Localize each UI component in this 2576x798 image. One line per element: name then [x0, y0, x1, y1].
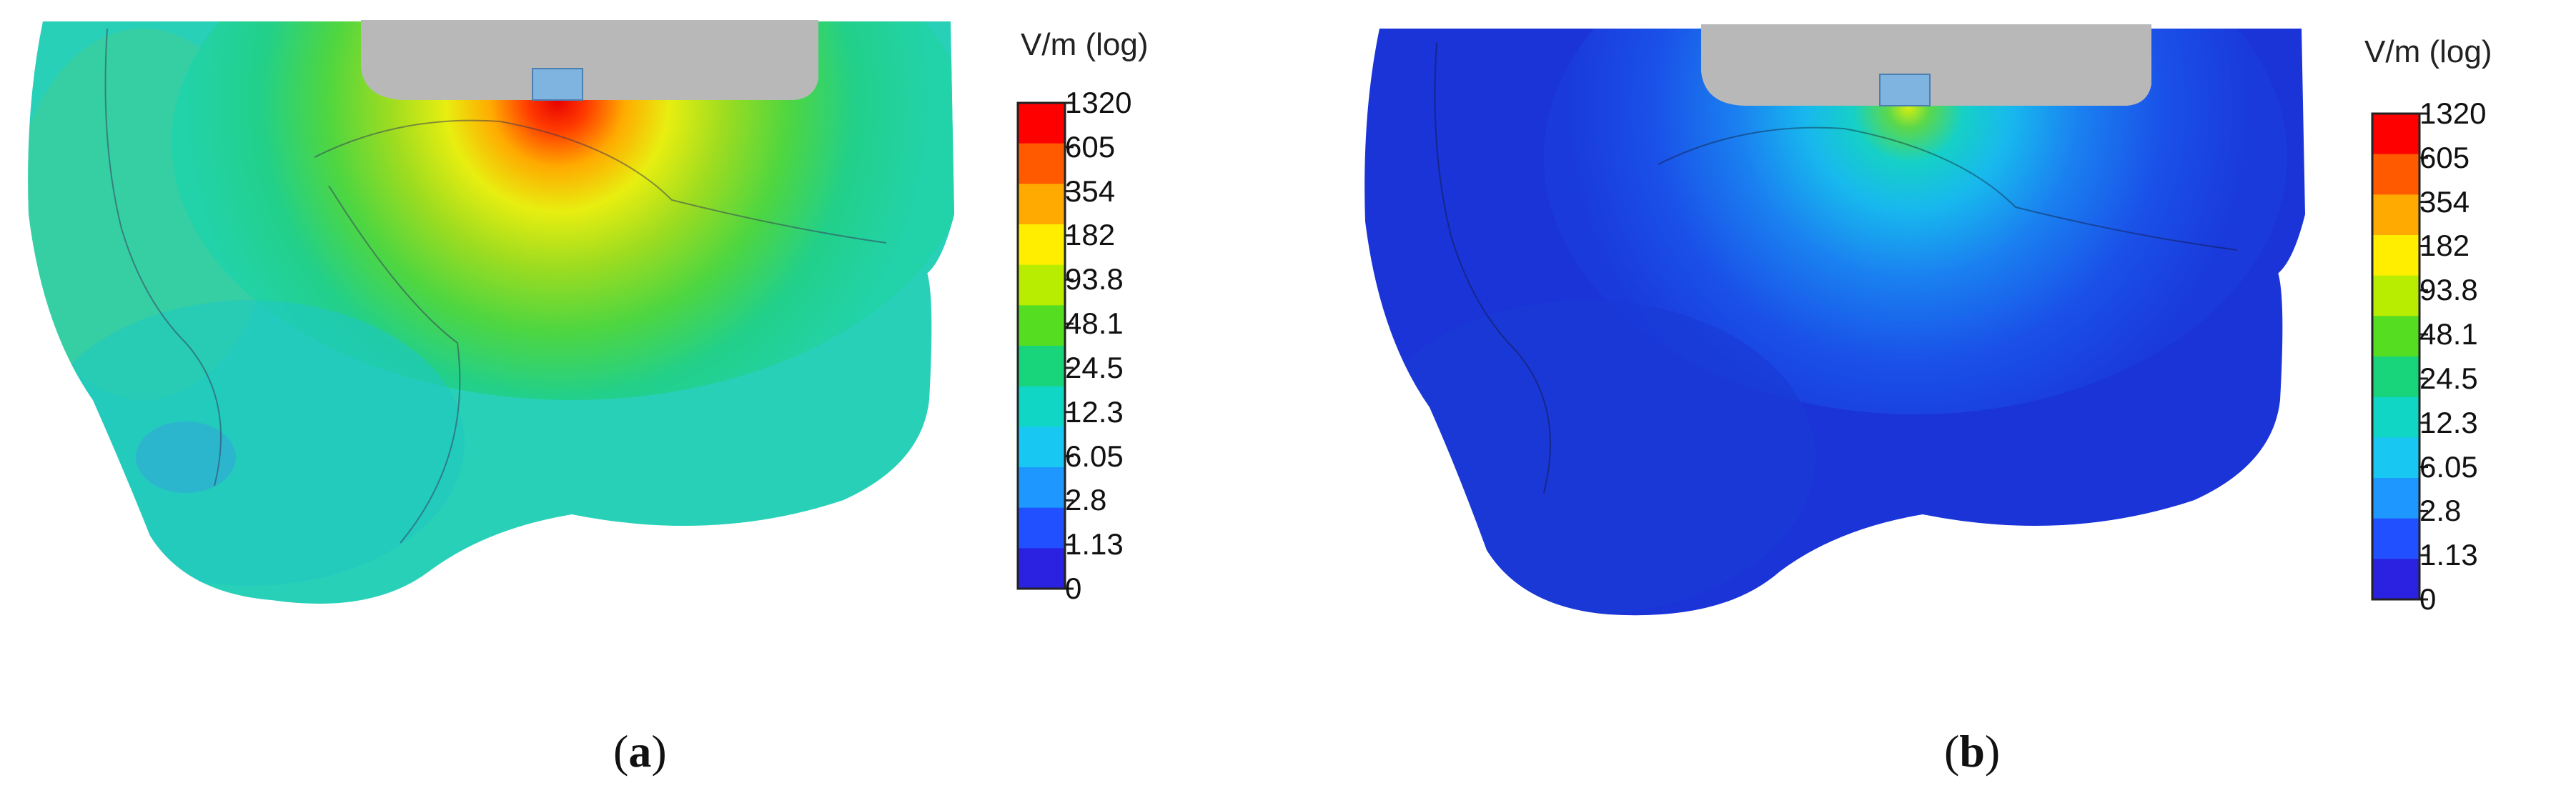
colorbar-segment: [1018, 427, 1065, 468]
caption-b: (b): [1944, 726, 2001, 777]
colorbar-segment: [2372, 518, 2419, 559]
colorbar-tick-label: 48.1: [2419, 317, 2478, 351]
legend-title-b: V/m (log): [2364, 34, 2492, 69]
colorbar-a: [1016, 101, 1074, 590]
colorbar-tick-label: 93.8: [1065, 262, 1124, 296]
colorbar-segment: [1018, 264, 1065, 306]
colorbar-segment: [2372, 154, 2419, 195]
panel-b: V/m (log) 1320 605 354 182 93.8 48.1 24.5 12.3 6…: [1287, 0, 2576, 798]
colorbar-segment: [2372, 194, 2419, 236]
colorbar-tick-label: 2.8: [1065, 483, 1107, 517]
colorbar-b: [2371, 112, 2428, 601]
electrode-contact-b: [1879, 74, 1931, 106]
panel-a: V/m (log) 1320 605 354 182 93.8 48.1 24.5 12.3 6…: [0, 0, 1287, 798]
colorbar-segment: [2372, 437, 2419, 479]
colorbar-segment: [2372, 478, 2419, 519]
colorbar-tick-label: 48.1: [1065, 306, 1124, 341]
colorbar-segment: [1018, 548, 1065, 589]
colorbar-segment: [1018, 346, 1065, 387]
electrode-contact-a: [532, 68, 583, 101]
colorbar-tick-label: 24.5: [1065, 350, 1124, 384]
colorbar-tick-label: 0: [2419, 582, 2437, 616]
colorbar-tick-label: 12.3: [2419, 405, 2478, 439]
colorbar-segment: [2372, 235, 2419, 276]
colorbar-tick-label: 1.13: [1065, 527, 1124, 562]
colorbar-segment: [2372, 356, 2419, 398]
colorbar-tick-label: 605: [1065, 129, 1116, 164]
colorbar-segment: [2372, 396, 2419, 438]
colorbar-segment: [1018, 467, 1065, 509]
colorbar-tick-label: 354: [1065, 174, 1116, 208]
colorbar-segment: [2372, 114, 2419, 155]
colorbar-tick-label: 6.05: [2419, 449, 2478, 484]
field-render-b: [1364, 24, 2306, 616]
colorbar-segment: [2372, 275, 2419, 316]
colorbar-segment: [1018, 507, 1065, 549]
colorbar-tick-label: 24.5: [2419, 361, 2478, 395]
colorbar-segment: [1018, 103, 1065, 144]
colorbar-segment: [2372, 559, 2419, 600]
caption-a: (a): [613, 726, 667, 777]
colorbar-border: [1016, 101, 1066, 590]
colorbar-segment: [1018, 386, 1065, 427]
colorbar-tick-label: 2.8: [2419, 494, 2462, 528]
colorbar-tick-label: 182: [2419, 229, 2470, 263]
colorbar-tick-label: 354: [2419, 184, 2470, 219]
colorbar-tick-label: 605: [2419, 140, 2470, 174]
colorbar-segment: [1018, 184, 1065, 225]
colorbar-tick-label: 0: [1065, 572, 1082, 605]
colorbar-segment: [2372, 316, 2419, 357]
colorbar-tick-label: 182: [1065, 218, 1116, 252]
colorbar-tick-label: 6.05: [1065, 439, 1124, 473]
colorbar-tick-label: 1320: [2419, 96, 2487, 130]
colorbar-border: [2371, 112, 2421, 601]
electrode-bar-a: [361, 20, 818, 100]
colorbar-tick-label: 12.3: [1065, 394, 1124, 429]
colorbar-tick-label: 93.8: [2419, 273, 2478, 307]
colorbar-segment: [1018, 305, 1065, 346]
field-render-a: [28, 20, 955, 604]
colorbar-tick-label: 1320: [1065, 86, 1132, 119]
electrode-bar-b: [1701, 24, 2151, 106]
colorbar-tick-label: 1.13: [2419, 538, 2478, 572]
colorbar-segment: [1018, 143, 1065, 184]
legend-title-a: V/m (log): [1021, 27, 1149, 62]
colorbar-segment: [1018, 224, 1065, 266]
